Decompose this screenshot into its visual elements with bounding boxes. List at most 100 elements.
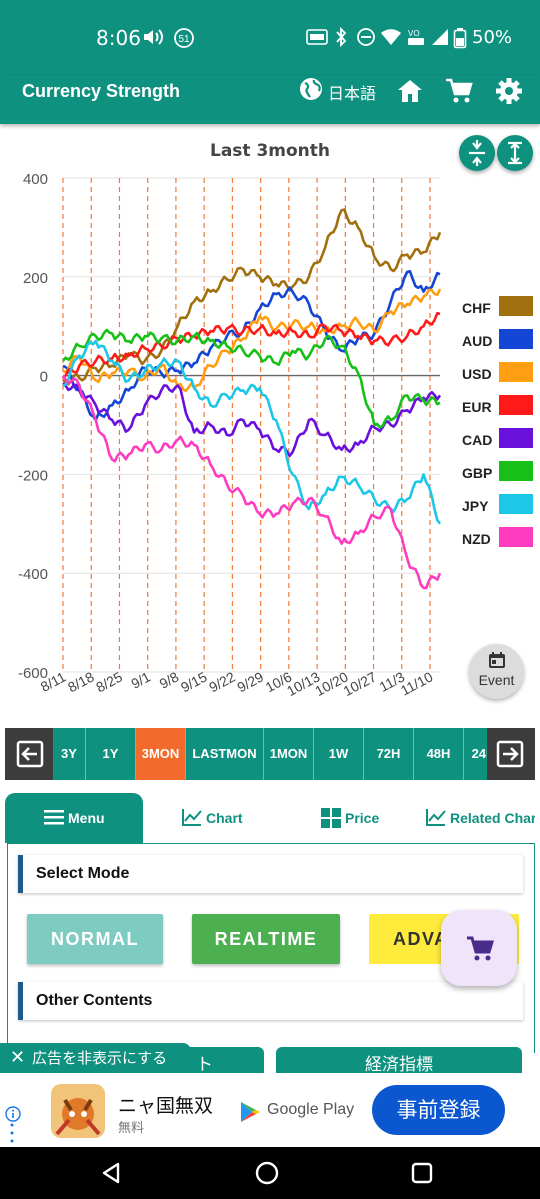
home-icon[interactable] [395,76,425,111]
recents-icon[interactable] [411,1162,433,1184]
period-lastmon[interactable]: LASTMON [186,728,264,780]
series-line-cad [62,382,442,458]
ad-app-name: ニャ国無双 [118,1095,214,1117]
expand-chart-button[interactable] [497,135,533,171]
legend-item-chf[interactable]: CHF [452,296,538,329]
normal-mode-button[interactable]: NORMAL [27,914,163,964]
close-icon: ✕ [10,1047,26,1068]
store-name: Google Play [267,1101,355,1118]
cart-icon [467,936,495,961]
period-3mon[interactable]: 3MON [136,728,186,780]
x-tick-label: 10/27 [340,668,379,699]
tab-chart[interactable]: Chart [181,793,291,843]
legend-swatch [499,494,533,514]
legend-item-nzd[interactable]: NZD [452,527,538,560]
svg-text:VO: VO [408,29,420,38]
chart-title: Last 3month [209,141,331,161]
ad-banner[interactable]: ニャ国無双 無料 Google Play 事前登録 [0,1073,540,1147]
legend-swatch [499,395,533,415]
legend-item-gbp[interactable]: GBP [452,461,538,494]
app-bar: Currency Strength 日本語 [0,76,540,124]
ad-app-icon [51,1084,105,1138]
calendar-icon [489,652,505,668]
legend-label: EUR [462,399,492,415]
settings-gear-icon[interactable] [494,76,524,111]
legend-item-jpy[interactable]: JPY [452,494,538,527]
hide-ads-button[interactable]: ✕ 広告を非表示にする [0,1043,191,1073]
ad-info-icon[interactable] [5,1106,21,1122]
tab-menu[interactable]: Menu [5,793,143,843]
floating-cart-button[interactable] [441,910,517,986]
period-3y[interactable]: 3Y [53,728,86,780]
chart-icon [182,809,202,826]
home-circle-icon[interactable] [254,1160,280,1186]
legend-label: NZD [462,531,491,547]
series-line-usd [62,288,442,393]
period-1w[interactable]: 1W [314,728,364,780]
app-title: Currency Strength [22,81,181,101]
period-1mon[interactable]: 1MON [264,728,314,780]
status-time: 8:06 [96,26,141,50]
series-line-jpy [62,339,442,525]
period-prev-button[interactable] [5,728,53,780]
legend-label: GBP [462,465,493,481]
legend-item-eur[interactable]: EUR [452,395,538,428]
grid-icon [321,808,341,828]
period-selector: 24H 48H 72H 1W 1MON LASTMON 3MON 1Y 3Y [5,728,535,780]
pre-register-button[interactable]: 事前登録 [372,1085,505,1135]
auto-icon [306,27,328,52]
other-contents-label: Other Contents [36,992,153,1009]
period-72h[interactable]: 72H [364,728,414,780]
legend-swatch [499,527,533,547]
arrow-right-icon [496,740,524,768]
legend-swatch [499,428,533,448]
series-line-nzd [61,374,442,590]
heading-accent [18,855,23,893]
event-label: Event [478,672,515,688]
svg-text:51: 51 [178,34,190,45]
period-48h[interactable]: 48H [414,728,464,780]
legend-swatch [499,362,533,382]
period-1y[interactable]: 1Y [86,728,136,780]
language-selector[interactable]: 日本語 [328,84,377,103]
legend-item-cad[interactable]: CAD [452,428,538,461]
tab-related-label: Related Charts [450,810,535,826]
select-mode-heading: Select Mode [18,855,523,893]
y-tick-label: -400 [18,566,48,583]
tab-price[interactable]: Price [321,793,411,843]
back-icon[interactable] [100,1161,124,1185]
other-content-button-1-label: ト [196,1055,213,1075]
legend-swatch [499,329,533,349]
legend-label: JPY [462,498,489,514]
legend-swatch [499,296,533,316]
x-tick-label: 11/10 [398,668,436,698]
legend-label: USD [462,366,492,382]
event-button[interactable]: Event [469,644,524,699]
system-nav-bar [0,1147,540,1199]
series-line-chf [62,208,442,386]
strength-chart-panel: Last 3month 400 200 0 -200 -400 -600 8/11 8/18 8… [0,124,540,724]
expand-icon [508,141,522,165]
tab-chart-label: Chart [206,810,243,826]
compress-icon [469,140,485,166]
chart-legend: CHF AUD USD EUR CAD GBP JPY NZD [452,296,538,560]
period-next-button[interactable] [487,728,535,780]
legend-label: CHF [462,300,491,316]
tab-menu-label: Menu [68,810,105,826]
compress-chart-button[interactable] [459,135,495,171]
signal-icon [430,27,450,52]
bottom-tabs: Menu Chart Price Related Charts [5,793,535,843]
y-tick-label: -200 [18,467,48,484]
dnd-icon [356,27,376,52]
heading-accent [18,982,23,1020]
cart-icon[interactable] [444,76,474,111]
menu-icon [44,810,64,825]
hide-ads-label: 広告を非表示にする [32,1049,168,1067]
tab-related-charts[interactable]: Related Charts [425,793,535,843]
realtime-mode-button[interactable]: REALTIME [192,914,340,964]
y-tick-label: 200 [23,270,48,287]
legend-item-usd[interactable]: USD [452,362,538,395]
legend-item-aud[interactable]: AUD [452,329,538,362]
globe-icon[interactable] [298,76,324,107]
select-mode-label: Select Mode [36,865,130,882]
